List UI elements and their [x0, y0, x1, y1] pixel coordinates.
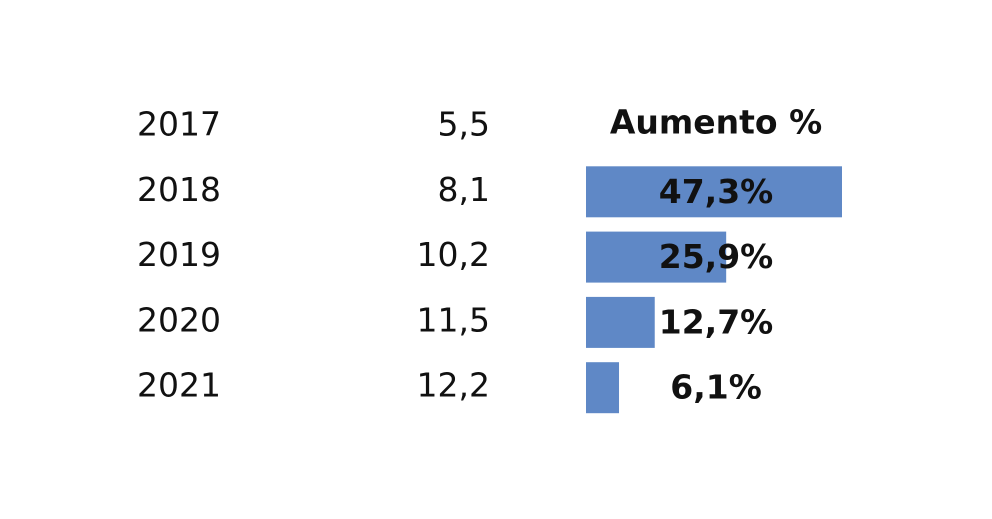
- year-label: 2021: [137, 366, 221, 405]
- value-label: 5,5: [438, 105, 490, 144]
- year-label: 2018: [137, 170, 221, 209]
- value-label: 10,2: [417, 235, 490, 274]
- data-bar: [586, 166, 842, 218]
- column-header: Aumento %: [610, 103, 822, 142]
- value-label: 8,1: [438, 170, 490, 209]
- year-label: 2019: [137, 235, 221, 274]
- percent-label: 25,9%: [659, 237, 774, 276]
- value-label: 12,2: [417, 366, 490, 405]
- data-bar: [586, 296, 655, 348]
- percent-label: 12,7%: [659, 302, 774, 341]
- value-label: 11,5: [417, 300, 490, 339]
- year-label: 2020: [137, 300, 221, 339]
- percent-label: 6,1%: [670, 368, 762, 407]
- percent-label: 47,3%: [659, 172, 774, 211]
- data-bar: [586, 362, 620, 414]
- data-bar: [586, 231, 727, 283]
- year-label: 2017: [137, 105, 221, 144]
